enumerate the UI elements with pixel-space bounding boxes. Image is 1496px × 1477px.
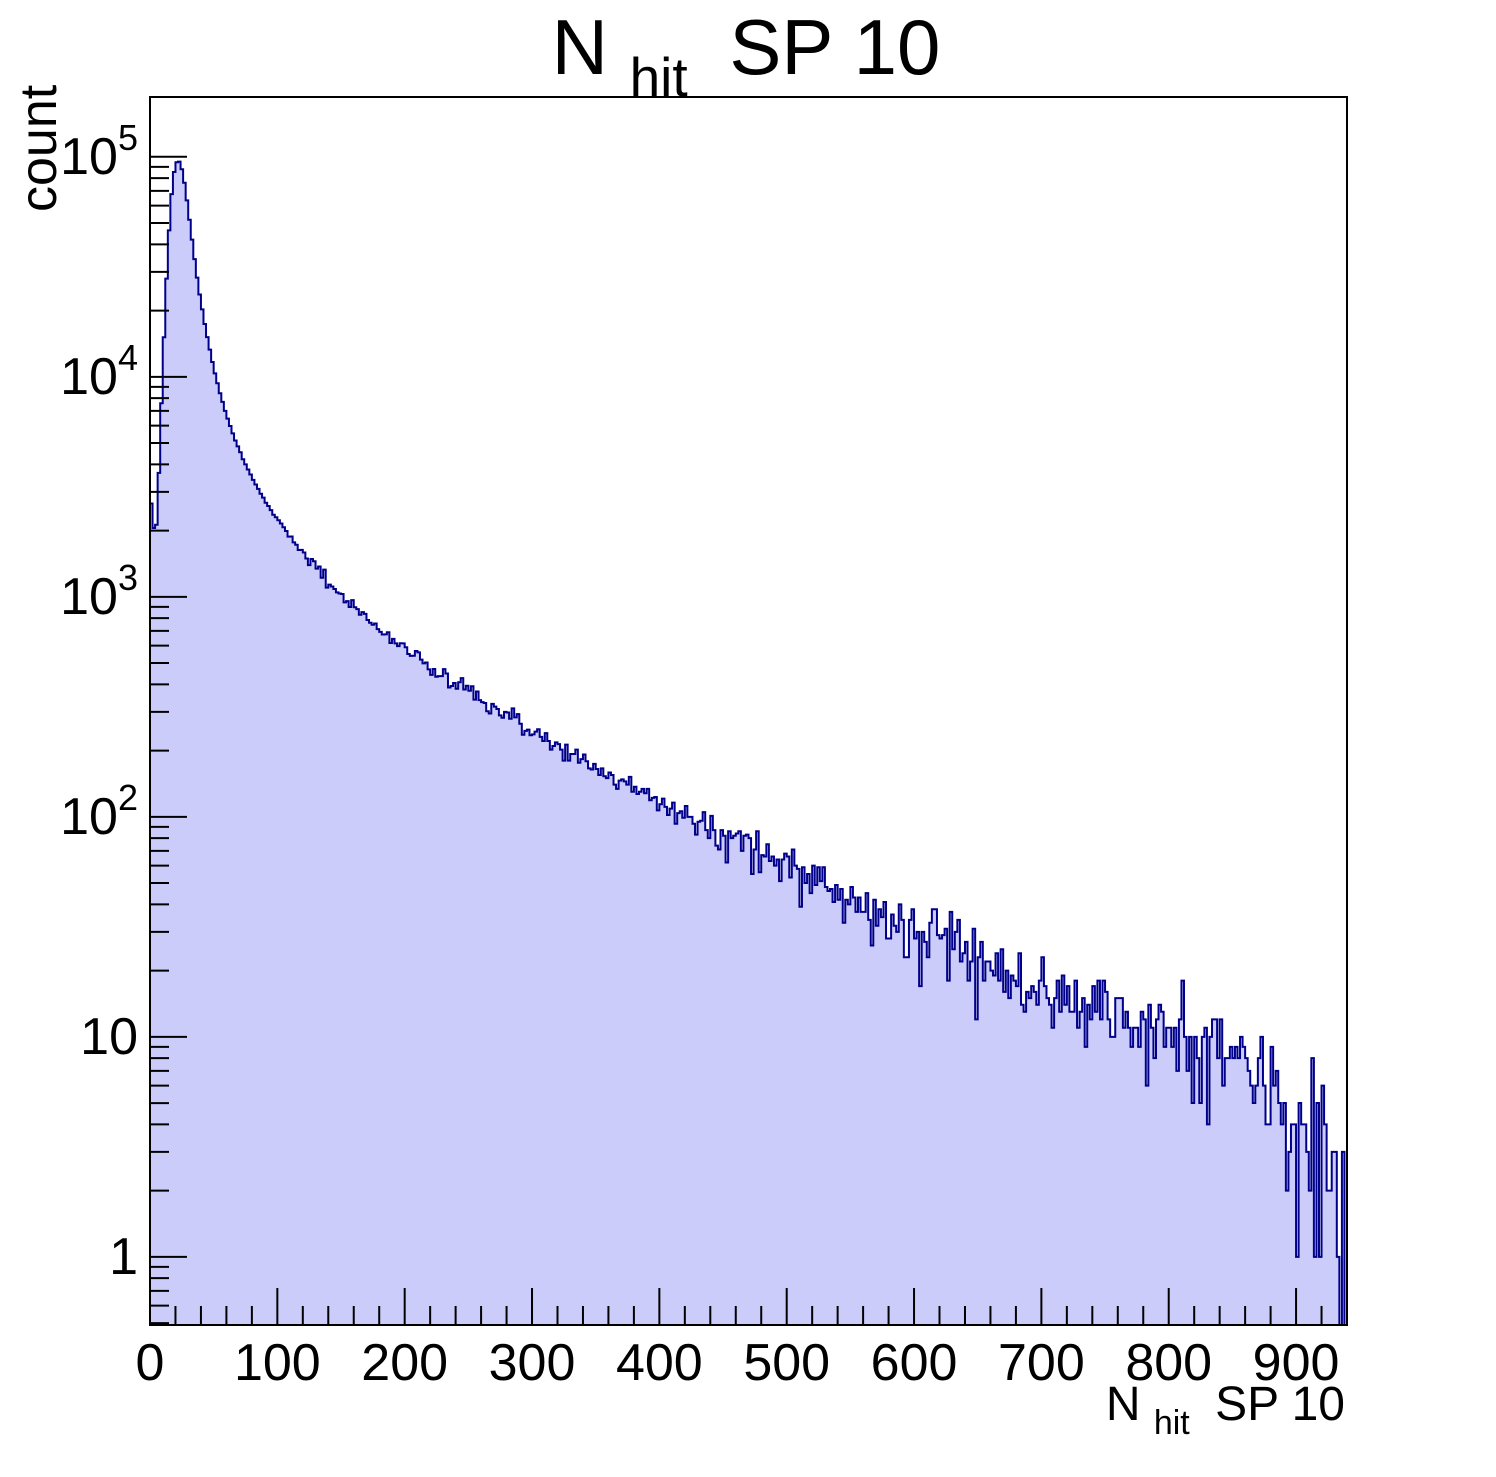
x-axis-tick-labels: 0 100 200 300 400 500 600 700 800 900: [136, 1334, 1340, 1392]
x-tick-label: 300: [489, 1334, 576, 1392]
y-tick-label: 1: [109, 1228, 138, 1286]
y-tick-label: 105: [60, 117, 138, 186]
y-tick-label: 10: [80, 1008, 138, 1066]
y-axis-title: count: [10, 84, 68, 212]
x-axis-title-sub: hit: [1154, 1404, 1190, 1442]
x-tick-label: 900: [1253, 1334, 1340, 1392]
x-axis-ticks: [149, 1288, 1348, 1325]
x-axis-title-base: N: [1106, 1378, 1141, 1431]
x-tick-label: 200: [361, 1334, 448, 1392]
x-axis-title-rest: SP 10: [1215, 1378, 1345, 1431]
x-axis-title: N hit SP 10: [1106, 1378, 1345, 1445]
x-tick-label: 0: [136, 1334, 165, 1392]
histogram-series-group: [149, 160, 1347, 1326]
chart-title-sub: hit: [630, 46, 688, 108]
x-tick-label: 600: [871, 1334, 958, 1392]
x-tick-label: 400: [616, 1334, 703, 1392]
x-tick-label: 700: [998, 1334, 1085, 1392]
chart-title: N hit SP 10: [552, 3, 941, 113]
chart-title-rest: SP 10: [729, 3, 940, 91]
x-tick-label: 800: [1125, 1334, 1212, 1392]
y-tick-label: 102: [60, 777, 138, 846]
chart-title-base: N: [552, 3, 608, 91]
histogram-series: [149, 160, 1347, 1326]
x-tick-label: 100: [234, 1334, 321, 1392]
y-axis-tick-labels: 1 10 102 103 104 105: [60, 117, 138, 1286]
y-axis-ticks: [150, 155, 187, 1325]
y-tick-label: 103: [60, 557, 138, 626]
y-tick-label: 104: [60, 337, 138, 406]
x-tick-label: 500: [743, 1334, 830, 1392]
